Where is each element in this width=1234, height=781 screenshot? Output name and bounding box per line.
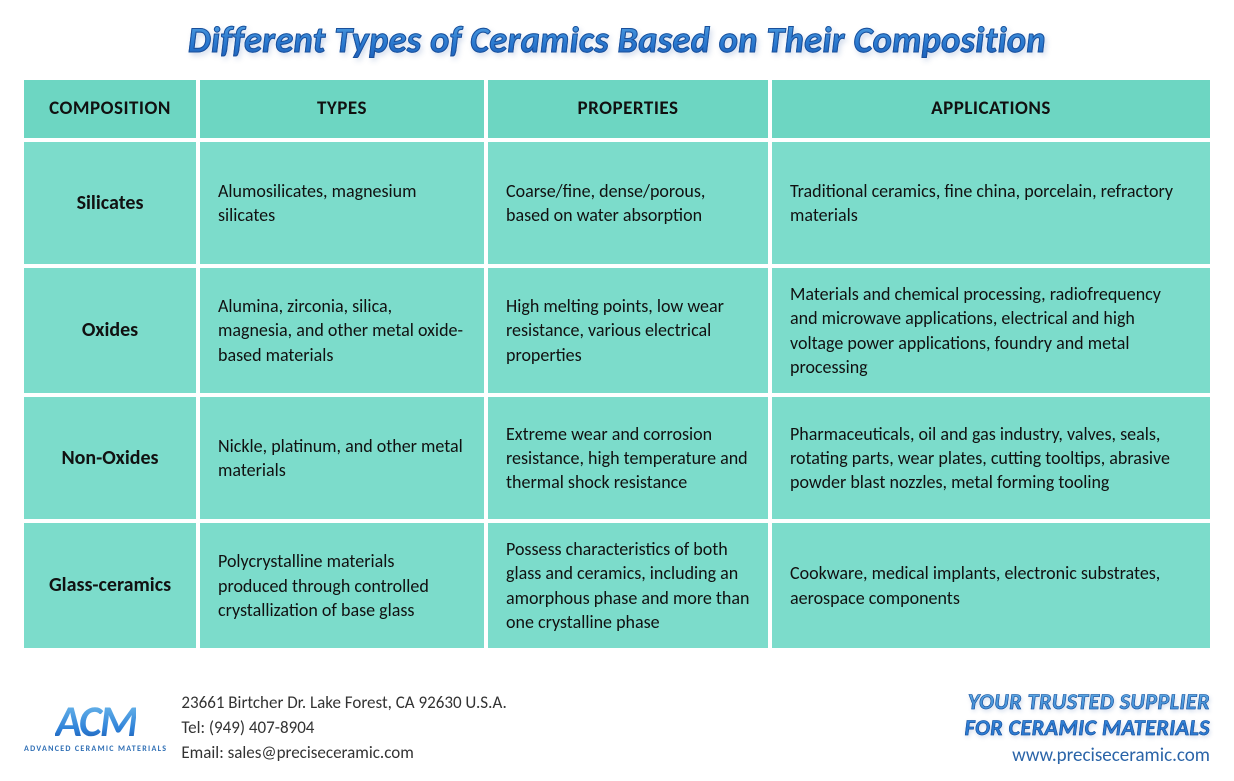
cell-glass-ceramics-properties: Possess characteristics of both glass an… <box>488 523 768 648</box>
cell-oxides-types: Alumina, zirconia, silica, magnesia, and… <box>200 268 484 393</box>
row-label-glass-ceramics: Glass-ceramics <box>24 523 196 648</box>
cell-glass-ceramics-types: Polycrystalline materials produced throu… <box>200 523 484 648</box>
infographic-page: Different Types of Ceramics Based on The… <box>0 0 1234 781</box>
logo-text: ACM <box>55 703 136 740</box>
cell-silicates-properties: Coarse/fine, dense/porous, based on wate… <box>488 142 768 264</box>
cell-oxides-properties: High melting points, low wear resistance… <box>488 268 768 393</box>
row-label-oxides: Oxides <box>24 268 196 393</box>
address-line: 23661 Birtcher Dr. Lake Forest, CA 92630… <box>181 691 506 716</box>
cell-glass-ceramics-applications: Cookware, medical implants, electronic s… <box>772 523 1210 648</box>
col-header-types: TYPES <box>200 80 484 138</box>
tel-line: Tel: (949) 407-8904 <box>181 716 506 741</box>
page-title: Different Types of Ceramics Based on The… <box>24 18 1210 62</box>
footer-right: YOUR TRUSTED SUPPLIER FOR CERAMIC MATERI… <box>965 689 1210 767</box>
footer-left: ACM ADVANCED CERAMIC MATERIALS 23661 Bir… <box>24 691 507 765</box>
tagline: YOUR TRUSTED SUPPLIER FOR CERAMIC MATERI… <box>965 689 1210 740</box>
cell-non-oxides-types: Nickle, platinum, and other metal materi… <box>200 397 484 519</box>
footer: ACM ADVANCED CERAMIC MATERIALS 23661 Bir… <box>24 673 1210 767</box>
website-url: www.preciseceramic.com <box>965 744 1210 767</box>
cell-silicates-types: Alumosilicates, magnesium silicates <box>200 142 484 264</box>
cell-non-oxides-applications: Pharmaceuticals, oil and gas industry, v… <box>772 397 1210 519</box>
col-header-composition: COMPOSITION <box>24 80 196 138</box>
email-line: Email: sales@preciseceramic.com <box>181 741 506 766</box>
cell-silicates-applications: Traditional ceramics, fine china, porcel… <box>772 142 1210 264</box>
logo-subtext: ADVANCED CERAMIC MATERIALS <box>24 744 167 754</box>
col-header-properties: PROPERTIES <box>488 80 768 138</box>
contact-block: 23661 Birtcher Dr. Lake Forest, CA 92630… <box>181 691 506 765</box>
row-label-silicates: Silicates <box>24 142 196 264</box>
row-label-non-oxides: Non-Oxides <box>24 397 196 519</box>
company-logo: ACM ADVANCED CERAMIC MATERIALS <box>24 703 167 754</box>
cell-non-oxides-properties: Extreme wear and corrosion resistance, h… <box>488 397 768 519</box>
col-header-applications: APPLICATIONS <box>772 80 1210 138</box>
cell-oxides-applications: Materials and chemical processing, radio… <box>772 268 1210 393</box>
ceramics-table: COMPOSITIONTYPESPROPERTIESAPPLICATIONS Si… <box>24 80 1210 648</box>
